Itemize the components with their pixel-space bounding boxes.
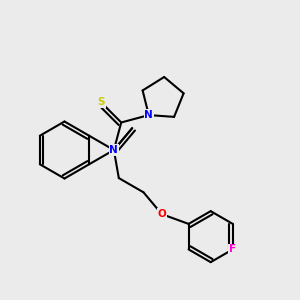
- Text: S: S: [97, 97, 105, 107]
- Text: N: N: [110, 145, 118, 155]
- Text: N: N: [144, 110, 153, 120]
- Text: F: F: [229, 244, 236, 254]
- Text: O: O: [158, 209, 166, 219]
